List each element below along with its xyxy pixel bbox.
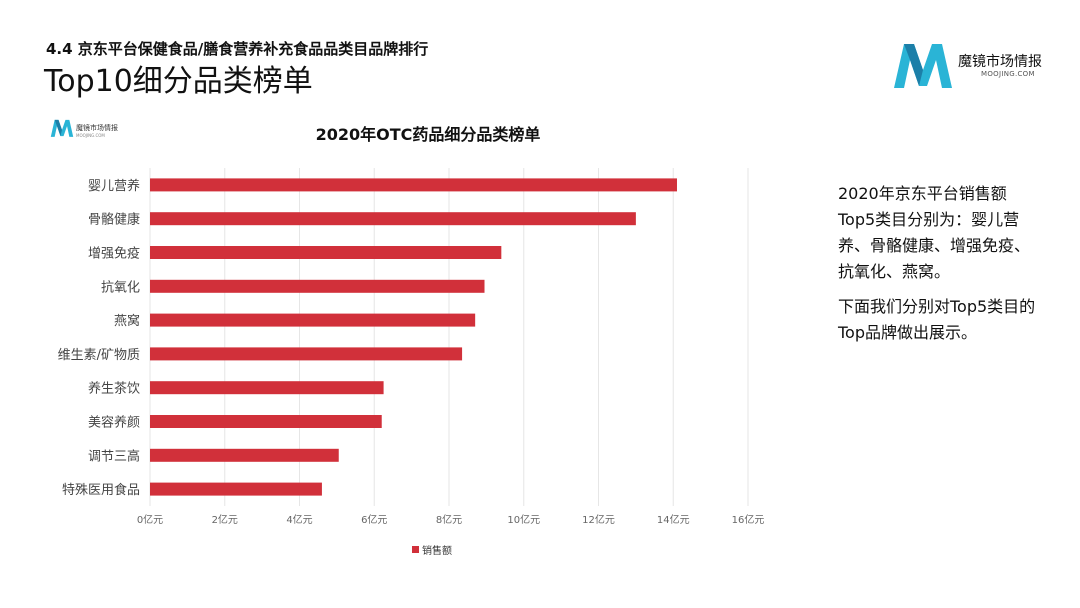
x-tick-label: 0亿元 <box>137 513 163 526</box>
category-label: 抗氧化 <box>101 280 140 295</box>
bar <box>150 448 339 462</box>
category-label: 维生素/矿物质 <box>58 348 140 363</box>
x-tick-label: 16亿元 <box>732 513 765 526</box>
bar <box>150 178 677 192</box>
x-tick-labels: 0亿元 2亿元 4亿元 6亿元 8亿元 10亿元 12亿元 14亿元 16亿元 <box>137 513 765 526</box>
bar <box>150 347 463 361</box>
x-tick-label: 10亿元 <box>507 513 540 526</box>
category-label: 调节三高 <box>88 448 140 464</box>
x-tick-label: 14亿元 <box>657 513 690 526</box>
category-label: 养生茶饮 <box>88 381 140 397</box>
bars <box>150 178 677 496</box>
bar <box>150 482 322 496</box>
summary-text: 2020年京东平台销售额Top5类目分别为：婴儿营养、骨骼健康、增强免疫、抗氧化… <box>838 181 1038 355</box>
x-tick-label: 8亿元 <box>436 513 462 526</box>
chart-title: 2020年OTC药品细分品类榜单 <box>315 125 541 144</box>
bar <box>150 381 384 395</box>
mini-brand-domain: MOOJING.COM <box>76 133 105 138</box>
legend-label: 销售额 <box>422 544 452 557</box>
category-label: 婴儿营养 <box>88 178 140 194</box>
category-label: 骨骼健康 <box>88 212 140 228</box>
x-tick-label: 6亿元 <box>361 513 387 526</box>
moojing-logo-icon <box>894 44 952 88</box>
summary-paragraph-1: 2020年京东平台销售额Top5类目分别为：婴儿营养、骨骼健康、增强免疫、抗氧化… <box>838 184 1031 281</box>
mini-brand-name: 魔镜市场情报 <box>76 124 118 132</box>
x-tick-label: 4亿元 <box>286 513 312 526</box>
mini-logo-icon <box>50 119 74 137</box>
category-label: 特殊医用食品 <box>62 482 140 498</box>
x-tick-label: 2亿元 <box>212 513 238 526</box>
legend: 销售额 <box>412 544 452 557</box>
summary-paragraph-2: 下面我们分别对Top5类目的Top品牌做出展示。 <box>838 297 1036 342</box>
category-label: 美容养颜 <box>88 415 140 431</box>
bar <box>150 313 476 327</box>
x-tick-label: 12亿元 <box>582 513 615 526</box>
bar <box>150 246 502 259</box>
page-title: Top10细分品类榜单 <box>44 64 313 99</box>
legend-swatch <box>412 546 419 553</box>
category-labels: 婴儿营养骨骼健康增强免疫抗氧化燕窝维生素/矿物质养生茶饮美容养颜调节三高特殊医用… <box>58 178 140 498</box>
category-label: 增强免疫 <box>88 246 140 262</box>
section-title: 4.4 京东平台保健食品/膳食营养补充食品品类目品牌排行 <box>46 40 429 58</box>
brand-name: 魔镜市场情报 <box>958 54 1042 70</box>
brand-domain: MOOJING.COM <box>981 70 1035 78</box>
category-label: 燕窝 <box>114 313 140 329</box>
bar <box>150 212 636 226</box>
bar <box>150 415 382 428</box>
bar <box>150 279 485 293</box>
